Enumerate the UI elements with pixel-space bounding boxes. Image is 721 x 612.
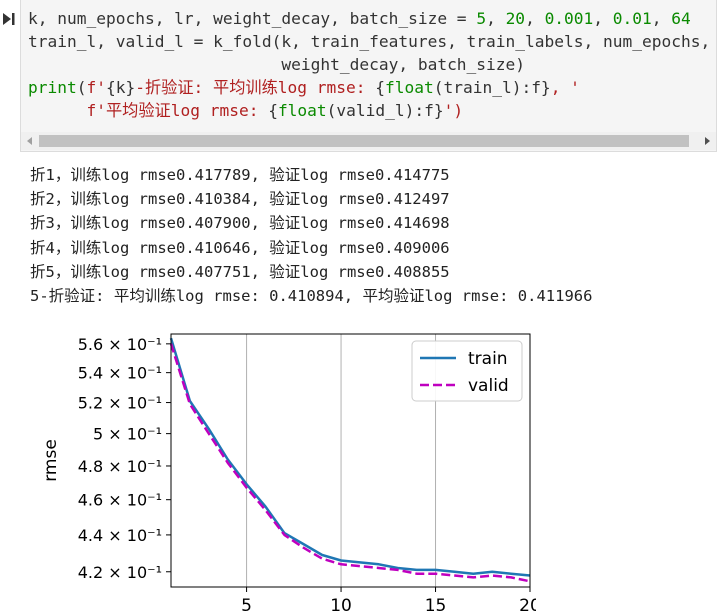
output-line: 折1，训练log rmse0.417789, 验证log rmse0.41477… <box>30 166 450 184</box>
code-token: k, num_epochs, lr, weight_decay, batch_s… <box>28 9 477 28</box>
x-tick-label: 5 <box>241 596 252 612</box>
code-line: print(f'{k}-折验证: 平均训练log rmse: {float(tr… <box>28 76 716 99</box>
plot-frame <box>170 333 531 588</box>
code-token: print <box>28 78 77 97</box>
code-token: , <box>525 9 545 28</box>
code-line: weight_decay, batch_size) <box>28 53 716 76</box>
code-token: (valid_l):f} <box>326 101 444 120</box>
output-line: 折3，训练log rmse0.407900, 验证log rmse0.41469… <box>30 214 450 233</box>
run-cell-icon[interactable] <box>2 12 16 26</box>
scroll-left-arrow-icon[interactable] <box>27 137 32 145</box>
scrollbar-thumb[interactable] <box>39 135 689 147</box>
scroll-right-arrow-icon[interactable] <box>705 137 710 145</box>
output-line: 折4，训练log rmse0.410646, 验证log rmse0.40900… <box>30 238 450 257</box>
rmse-line-chart: 5 10 15 20 5.6 × 10⁻¹ 5.4 × 10⁻¹ 5.2 × 10⁻¹ 5 ×… <box>41 333 536 612</box>
y-axis-label: rmse <box>41 439 61 482</box>
code-token: train_l, valid_l = k_fold(k, train_featu… <box>28 32 717 51</box>
output-line: 折5，训练log rmse0.407751, 验证log rmse0.40885… <box>30 262 450 281</box>
code-token: ( <box>76 78 87 97</box>
y-tick-label: 5.4 × 10⁻¹ <box>78 364 162 383</box>
code-token: float <box>385 78 434 97</box>
code-token: 64 <box>671 9 691 28</box>
code-token: f'平均验证log rmse: <box>86 101 269 120</box>
x-tick-label: 20 <box>519 596 536 612</box>
code-line: f'平均验证log rmse: {float(valid_l):f}') <box>28 99 716 122</box>
code-cell[interactable]: k, num_epochs, lr, weight_decay, batch_s… <box>20 0 717 152</box>
code-line: k, num_epochs, lr, weight_decay, batch_s… <box>28 7 716 30</box>
legend-label-valid: valid <box>468 376 509 396</box>
code-token: f' <box>86 78 106 97</box>
code-token: , <box>593 9 613 28</box>
code-token: {k} <box>105 78 136 97</box>
code-editor[interactable]: k, num_epochs, lr, weight_decay, batch_s… <box>28 7 717 122</box>
y-tick-label: 4.8 × 10⁻¹ <box>78 457 162 476</box>
series-line-train <box>169 337 531 577</box>
y-tick-label: 4.4 × 10⁻¹ <box>78 526 162 545</box>
series-line-valid <box>169 343 531 583</box>
code-token: , <box>486 9 506 28</box>
code-token: { <box>268 101 278 120</box>
horizontal-scrollbar[interactable] <box>21 132 716 150</box>
code-token: , <box>651 9 672 28</box>
y-tick-label: 4.6 × 10⁻¹ <box>78 491 162 510</box>
code-token: 20 <box>505 9 526 28</box>
y-tick-label: 4.2 × 10⁻¹ <box>78 563 162 582</box>
y-tick-label: 5 × 10⁻¹ <box>93 425 162 444</box>
code-token: float <box>277 101 327 120</box>
code-token: 0.001 <box>544 9 594 28</box>
code-token: , ' <box>550 78 580 97</box>
code-token <box>28 101 86 120</box>
y-tick-label: 5.2 × 10⁻¹ <box>78 394 162 413</box>
code-token: -折验证: 平均训练log rmse: <box>135 78 376 97</box>
code-token: 0.01 <box>612 9 652 28</box>
code-line: train_l, valid_l = k_fold(k, train_featu… <box>28 30 717 53</box>
x-tick-label: 15 <box>425 596 447 612</box>
code-token: weight_decay, batch_size) <box>28 55 526 74</box>
code-token: (train_l):f} <box>433 78 551 97</box>
cell-output: 折1，训练log rmse0.417789, 验证log rmse0.41477… <box>30 163 592 308</box>
code-token: { <box>375 78 385 97</box>
y-tick-label: 5.6 × 10⁻¹ <box>78 335 162 354</box>
x-tick-label: 10 <box>330 596 352 612</box>
output-line: 5-折验证: 平均训练log rmse: 0.410894, 平均验证log r… <box>30 287 593 306</box>
output-line: 折2，训练log rmse0.410384, 验证log rmse0.41249… <box>30 190 450 209</box>
legend-label-train: train <box>468 349 508 369</box>
code-token: 5 <box>476 9 487 28</box>
code-token: ') <box>443 101 464 120</box>
